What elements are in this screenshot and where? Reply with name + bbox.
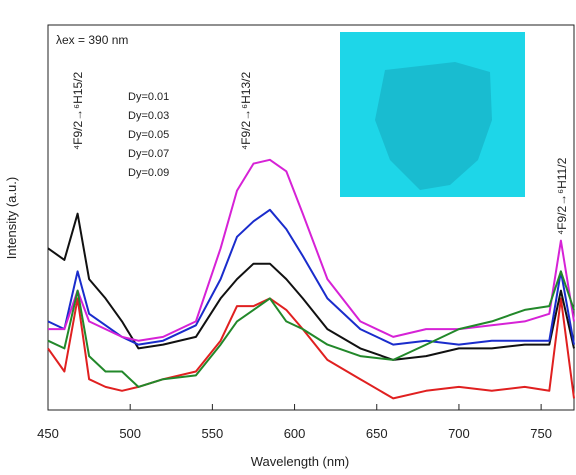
- annotation: λex = 390 nm: [56, 33, 128, 47]
- peak-label: ⁴F9/2→⁶H15/2: [71, 72, 85, 150]
- series-line: [47, 208, 575, 346]
- series-line: [47, 212, 575, 361]
- inset-sample: [375, 62, 492, 190]
- legend-entry: Dy=0.01: [128, 91, 169, 103]
- x-tick-label: 600: [284, 426, 306, 441]
- series-line: [47, 270, 575, 388]
- legend-entry: Dy=0.07: [128, 148, 169, 160]
- x-tick-label: 750: [530, 426, 552, 441]
- x-tick-label: 450: [37, 426, 59, 441]
- x-tick-label: 700: [448, 426, 470, 441]
- x-tick-label: 650: [366, 426, 388, 441]
- legend-entry: Dy=0.05: [128, 129, 169, 141]
- plot-frame: [47, 24, 575, 411]
- x-tick-label: 550: [202, 426, 224, 441]
- series-line: [48, 158, 575, 342]
- y-axis-label: Intensity (a.u.): [4, 177, 19, 259]
- peak-label: ⁴F9/2→⁶H13/2: [239, 72, 253, 150]
- legend-entry: Dy=0.09: [128, 167, 169, 179]
- legend-entry: Dy=0.03: [128, 110, 169, 122]
- peak-label: ⁴F9/2→⁶H11/2: [555, 157, 569, 235]
- x-tick-label: 500: [119, 426, 141, 441]
- x-axis-label: Wavelength (nm): [251, 454, 350, 469]
